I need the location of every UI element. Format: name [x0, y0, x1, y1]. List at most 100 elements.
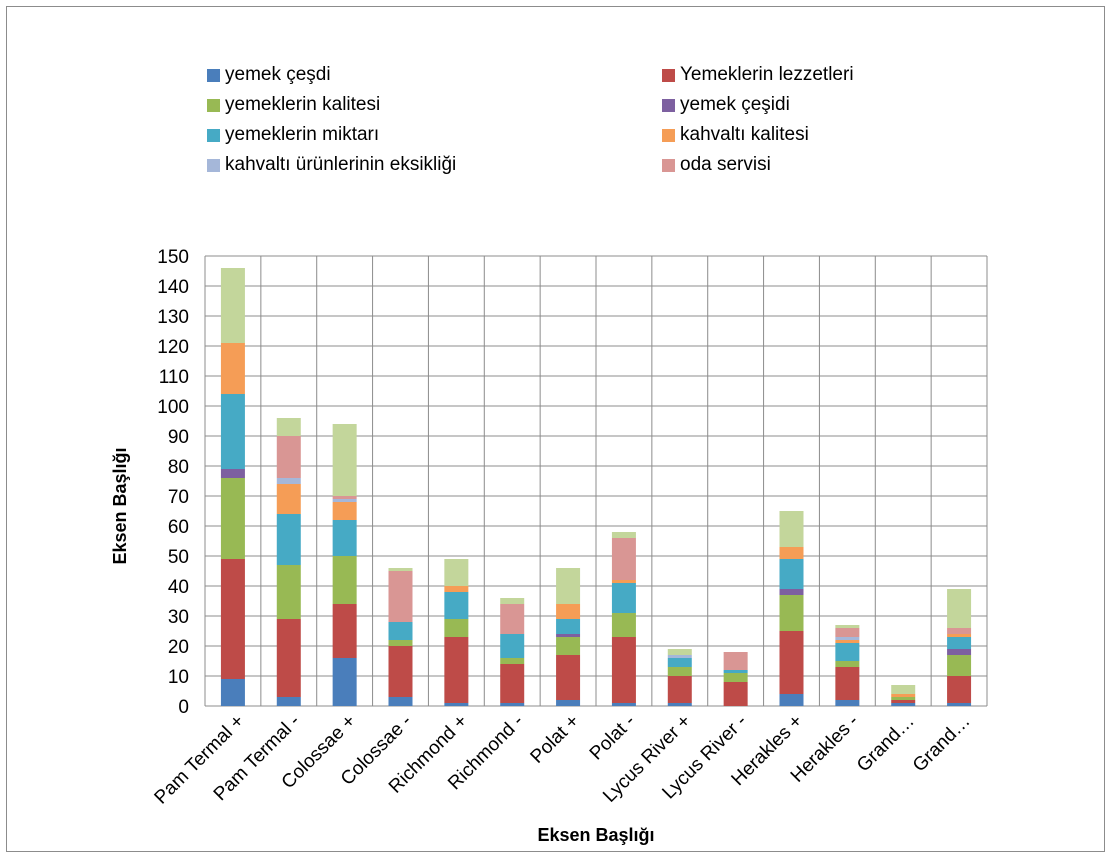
- bar-segment: [221, 394, 245, 469]
- bar-segment: [891, 703, 915, 706]
- bar-segment: [389, 640, 413, 646]
- bar-segment: [556, 619, 580, 634]
- grid-lines: [205, 256, 987, 706]
- bar-segment: [724, 652, 748, 670]
- bar-segment: [444, 637, 468, 703]
- bar-segment: [556, 637, 580, 655]
- bar-segment: [835, 661, 859, 667]
- bar-segment: [947, 634, 971, 637]
- bar-segment: [444, 703, 468, 706]
- bar-segment: [500, 598, 524, 604]
- bar-segment: [947, 637, 971, 649]
- bar-segment: [835, 667, 859, 700]
- bar-segment: [500, 604, 524, 634]
- bar-segment: [500, 634, 524, 658]
- bar-segment: [556, 700, 580, 706]
- bar-segment: [333, 502, 357, 520]
- bar-segment: [221, 559, 245, 679]
- y-tick-label: 40: [168, 577, 189, 598]
- bar-segment: [835, 700, 859, 706]
- bar-segment: [612, 703, 636, 706]
- bar-segment: [444, 619, 468, 637]
- bar-segment: [947, 589, 971, 628]
- bar-segment: [333, 424, 357, 496]
- y-tick-label: 120: [157, 337, 189, 358]
- bar-segment: [277, 478, 301, 484]
- bar-segment: [947, 628, 971, 634]
- y-tick-label: 10: [168, 667, 189, 688]
- bar-segment: [333, 520, 357, 556]
- bar-segment: [277, 697, 301, 706]
- bar-segment: [835, 625, 859, 628]
- y-tick-label: 130: [157, 307, 189, 328]
- bar-segment: [556, 568, 580, 604]
- bar-segment: [947, 676, 971, 703]
- bar-segment: [389, 622, 413, 640]
- y-tick-label: 110: [159, 367, 189, 388]
- bar-segment: [444, 592, 468, 619]
- bar-segment: [835, 628, 859, 637]
- bar-segment: [556, 655, 580, 700]
- bar-segment: [668, 703, 692, 706]
- bar-segment: [500, 664, 524, 703]
- bar-segment: [668, 655, 692, 658]
- bar-segment: [891, 697, 915, 700]
- bar-segment: [500, 703, 524, 706]
- bar-segment: [221, 679, 245, 706]
- bar-segment: [389, 646, 413, 697]
- bar-segment: [500, 658, 524, 664]
- bar-segment: [333, 496, 357, 499]
- bar-segment: [780, 694, 804, 706]
- bar-segment: [556, 634, 580, 637]
- bar-segment: [780, 631, 804, 694]
- y-axis-ticks: 0102030405060708090100110120130140150: [157, 247, 189, 718]
- bar-segment: [221, 469, 245, 478]
- bar-segment: [668, 649, 692, 655]
- bar-segment: [612, 532, 636, 538]
- bar-segment: [947, 703, 971, 706]
- bar-segment: [947, 649, 971, 655]
- bar-segment: [277, 514, 301, 565]
- bar-segment: [780, 595, 804, 631]
- y-tick-label: 20: [168, 637, 189, 658]
- bar-segment: [389, 571, 413, 622]
- bar-segment: [891, 700, 915, 703]
- bar-segment: [724, 670, 748, 673]
- bar-segment: [277, 484, 301, 514]
- x-tick-label: Grand…: [853, 711, 919, 777]
- bar-segment: [835, 643, 859, 661]
- x-tick-label: Polat +: [527, 711, 584, 768]
- bar-segment: [333, 604, 357, 658]
- x-axis-title: Eksen Başlığı: [537, 825, 654, 845]
- bar-segment: [668, 667, 692, 676]
- bar-segment: [277, 436, 301, 478]
- y-tick-label: 50: [168, 547, 189, 568]
- bar-segment: [333, 556, 357, 604]
- y-tick-label: 150: [157, 247, 189, 268]
- y-tick-label: 30: [168, 607, 189, 628]
- bar-segment: [444, 559, 468, 586]
- bar-segment: [277, 565, 301, 619]
- x-tick-label: Polat -: [586, 711, 640, 765]
- y-tick-label: 140: [157, 277, 189, 298]
- bar-segment: [612, 613, 636, 637]
- bar-segment: [835, 640, 859, 643]
- bar-segment: [221, 268, 245, 343]
- bar-segment: [556, 604, 580, 619]
- y-tick-label: 90: [168, 427, 189, 448]
- bar-segment: [668, 676, 692, 703]
- bar-segment: [612, 538, 636, 580]
- y-tick-label: 0: [178, 697, 189, 718]
- bar-segment: [389, 697, 413, 706]
- bar-segment: [891, 685, 915, 694]
- bar-segment: [221, 343, 245, 394]
- bar-segment: [612, 580, 636, 583]
- bar-segment: [444, 586, 468, 592]
- bar-segment: [780, 547, 804, 559]
- y-tick-label: 80: [168, 457, 189, 478]
- bar-segment: [891, 694, 915, 697]
- bar-segment: [277, 418, 301, 436]
- y-axis-title: Eksen Başlığı: [110, 447, 130, 564]
- bar-segment: [780, 559, 804, 589]
- bar-segment: [780, 511, 804, 547]
